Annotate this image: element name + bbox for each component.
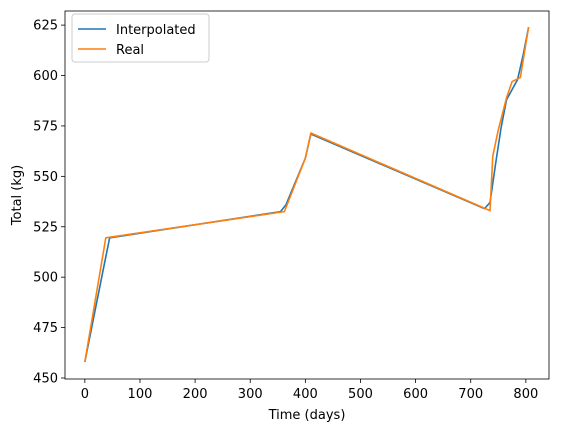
x-tick-label: 700: [458, 387, 483, 402]
legend-label-interpolated: Interpolated: [116, 23, 196, 38]
x-tick-label: 400: [293, 387, 318, 402]
legend: Interpolated Real: [71, 13, 210, 63]
y-tick-label: 625: [33, 19, 58, 34]
legend-box: [71, 13, 210, 63]
y-axis-label: Total (kg): [10, 165, 25, 226]
series-line-real: [84, 27, 530, 362]
y-tick-label: 500: [33, 271, 58, 286]
y-axis: 450 475 500 525 550 575 600 625: [33, 19, 65, 386]
x-tick-label: 300: [238, 387, 263, 402]
plot-lines: [84, 26, 530, 363]
series-line-interpolated: [84, 26, 530, 363]
x-tick-label: 200: [183, 387, 208, 402]
y-tick-label: 550: [33, 170, 58, 185]
plot-frame: [64, 10, 550, 380]
x-tick-label: 800: [513, 387, 538, 402]
legend-label-real: Real: [116, 43, 144, 58]
x-tick-label: 0: [81, 387, 89, 402]
x-tick-label: 600: [403, 387, 428, 402]
x-axis-label: Time (days): [268, 408, 346, 423]
y-tick-label: 600: [33, 69, 58, 84]
x-tick-label: 500: [348, 387, 373, 402]
x-axis: 0 100 200 300 400 500 600 700 800: [81, 379, 538, 402]
y-tick-label: 450: [33, 371, 58, 386]
y-tick-label: 475: [33, 321, 58, 336]
y-tick-label: 575: [33, 119, 58, 134]
x-tick-label: 100: [128, 387, 153, 402]
y-tick-label: 525: [33, 220, 58, 235]
